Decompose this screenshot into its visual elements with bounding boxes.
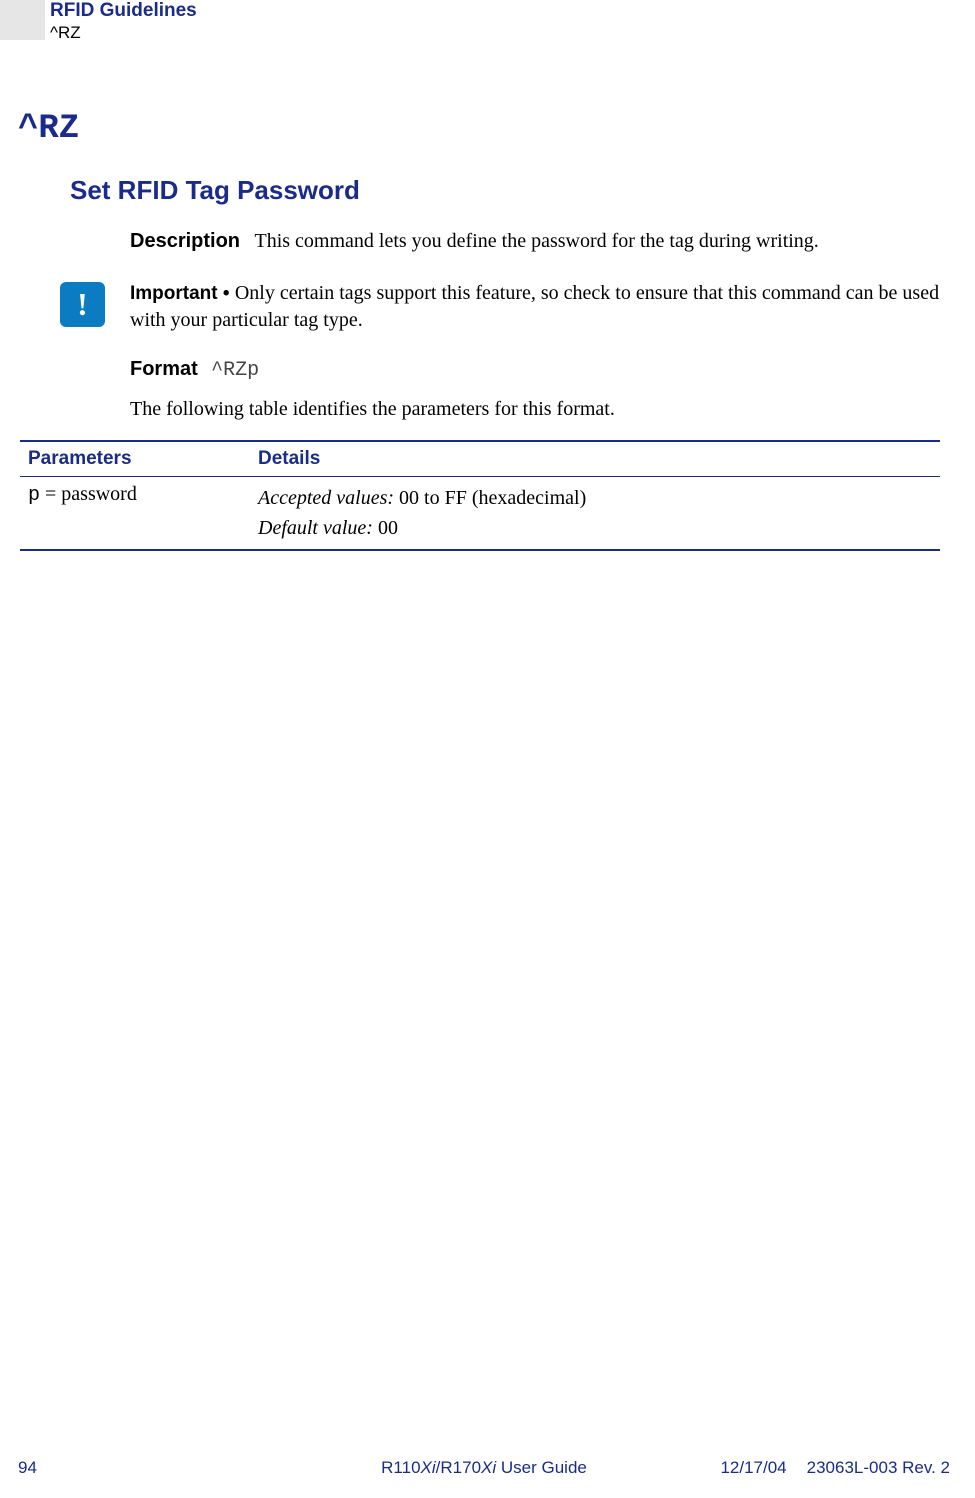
header-text: RFID Guidelines ^RZ: [45, 0, 197, 43]
table-header-details: Details: [250, 441, 940, 477]
table-intro: The following table identifies the param…: [130, 398, 940, 421]
footer-guide-italic1: Xi: [421, 1458, 436, 1477]
important-note: ! Important • Only certain tags support …: [60, 280, 940, 333]
accepted-label: Accepted values:: [258, 487, 394, 509]
param-eq: =: [40, 483, 61, 505]
format-label: Format: [130, 358, 198, 380]
description-block: Description This command lets you define…: [130, 230, 940, 253]
default-value: 00: [373, 517, 398, 539]
param-name: password: [61, 483, 137, 505]
format-block: Format ^RZp: [130, 358, 940, 382]
page-footer: 94 R110Xi/R170Xi User Guide 12/17/04 230…: [18, 1458, 950, 1478]
table-cell-details: Accepted values: 00 to FF (hexadecimal) …: [250, 477, 940, 551]
spacer: [202, 362, 211, 379]
important-text: Important • Only certain tags support th…: [130, 280, 940, 333]
footer-right: 12/17/04 23063L-003 Rev. 2: [720, 1458, 950, 1478]
exclamation-icon: !: [77, 286, 88, 323]
footer-guide-prefix: R110: [381, 1458, 420, 1477]
important-body: Only certain tags support this feature, …: [130, 282, 939, 331]
important-icon: !: [60, 282, 105, 327]
footer-guide-suffix: User Guide: [496, 1458, 587, 1477]
footer-rev: 23063L-003 Rev. 2: [807, 1458, 950, 1478]
footer-date: 12/17/04: [720, 1458, 786, 1478]
description-text: [244, 230, 254, 252]
important-label: Important •: [130, 283, 235, 304]
header-subtitle: ^RZ: [50, 23, 197, 43]
detail-accepted: Accepted values: 00 to FF (hexadecimal): [258, 483, 932, 513]
table-cell-param: p = password: [20, 477, 250, 551]
param-code: p: [28, 484, 40, 507]
section-title: Set RFID Tag Password: [70, 175, 360, 206]
footer-guide-mid: /R170: [436, 1458, 481, 1477]
footer-page-number: 94: [18, 1458, 37, 1478]
header-title: RFID Guidelines: [50, 0, 197, 23]
table-row: p = password Accepted values: 00 to FF (…: [20, 477, 940, 551]
command-heading: ^RZ: [18, 110, 79, 148]
description-label: Description: [130, 230, 240, 252]
format-code: ^RZp: [211, 359, 259, 382]
footer-guide-italic2: Xi: [481, 1458, 496, 1477]
description-body: This command lets you define the passwor…: [254, 230, 818, 252]
detail-default: Default value: 00: [258, 513, 932, 543]
header-accent-box: [0, 0, 45, 40]
table-header-row: Parameters Details: [20, 441, 940, 477]
footer-guide-title: R110Xi/R170Xi User Guide: [381, 1458, 587, 1478]
table-header-parameters: Parameters: [20, 441, 250, 477]
page-header: RFID Guidelines ^RZ: [0, 0, 197, 43]
default-label: Default value:: [258, 517, 373, 539]
accepted-value: 00 to FF (hexadecimal): [394, 487, 586, 509]
parameters-table: Parameters Details p = password Accepted…: [20, 440, 940, 551]
